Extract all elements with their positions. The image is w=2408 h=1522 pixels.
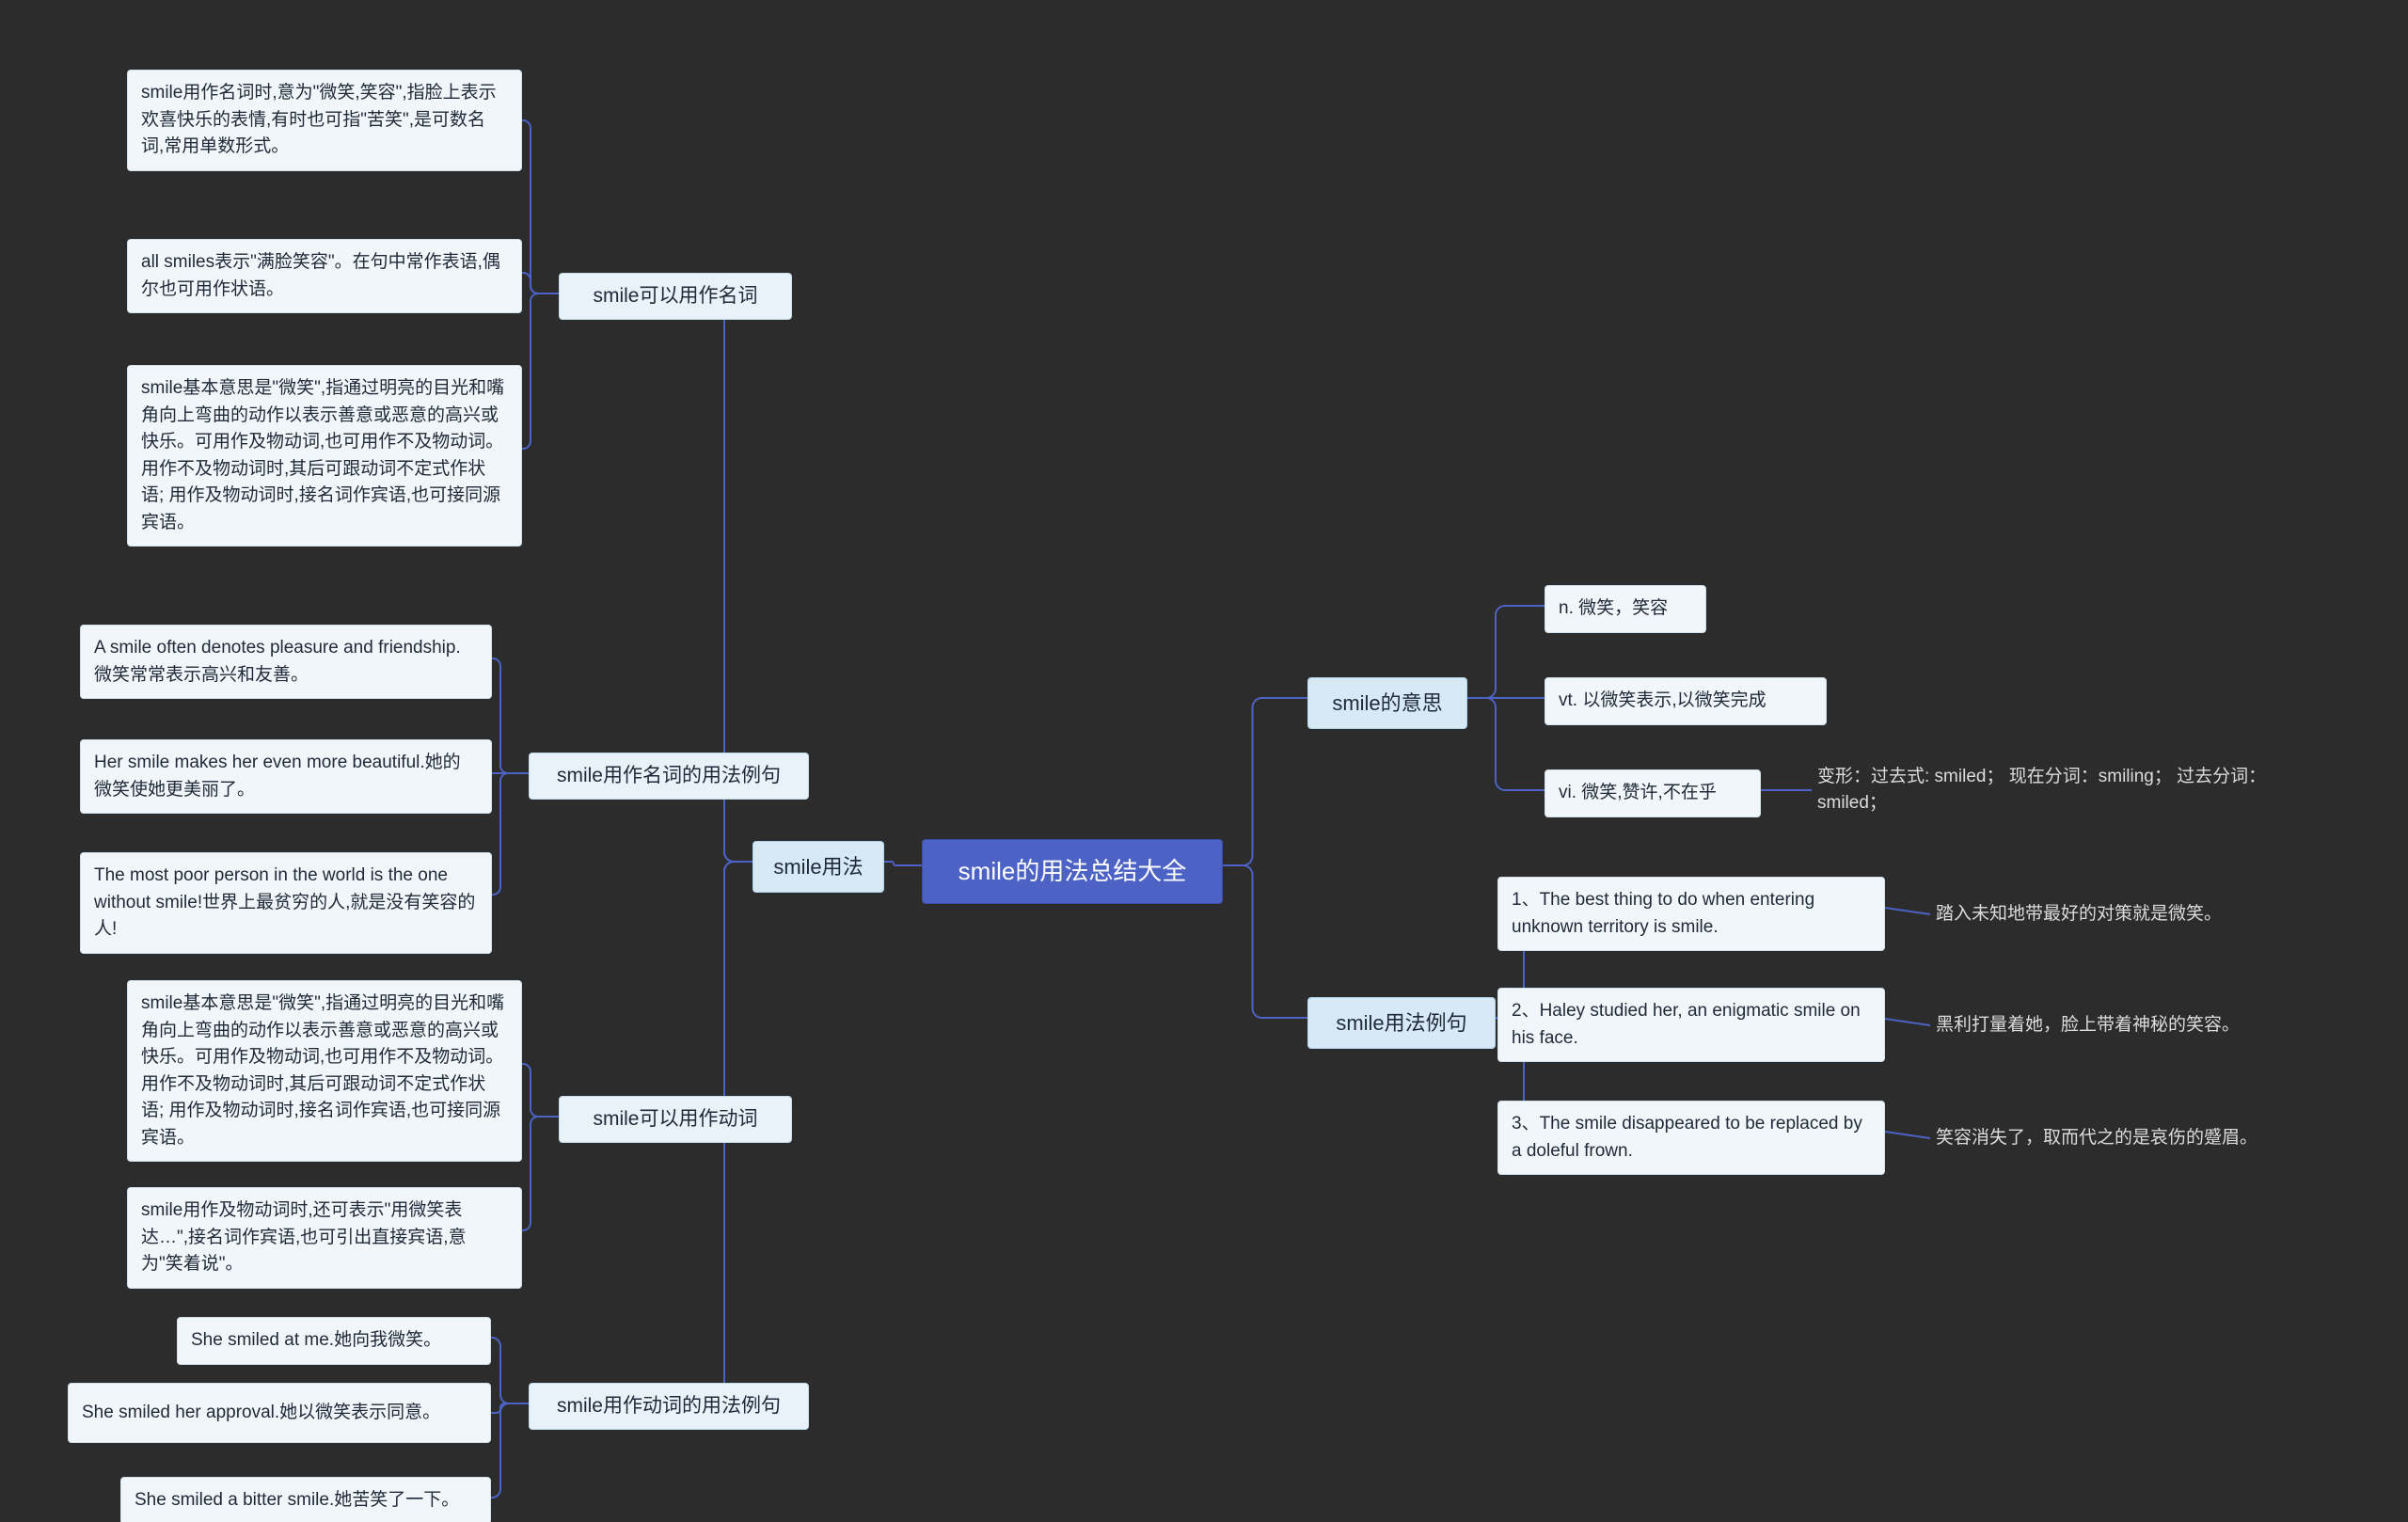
- mindmap-node-ex_l3: 3、The smile disappeared to be replaced b…: [1497, 1101, 1885, 1175]
- edge-root-l1_meaning: [1223, 698, 1307, 865]
- edge-ex_l1-ex_r1: [1885, 908, 1930, 914]
- edge-l1_meaning-mean3: [1467, 698, 1545, 790]
- mindmap-node-mean3: vi. 微笑,赞许,不在乎: [1545, 769, 1761, 817]
- edge-l2_noun-noun_leaf3: [522, 293, 559, 449]
- mindmap-node-verb_ex2: She smiled her approval.她以微笑表示同意。: [68, 1383, 491, 1443]
- edge-l2_noun_ex-noun_ex3: [492, 773, 529, 895]
- mindmap-node-noun_leaf2: all smiles表示"满脸笑容"。在句中常作表语,偶尔也可用作状语。: [127, 239, 522, 313]
- edge-l2_verb_ex-verb_ex1: [491, 1338, 529, 1403]
- mindmap-node-noun_ex1: A smile often denotes pleasure and frien…: [80, 625, 492, 699]
- mindmap-node-ex_l1: 1、The best thing to do when entering unk…: [1497, 877, 1885, 951]
- edge-l2_verb-verb_leaf2: [522, 1117, 559, 1230]
- mindmap-node-root: smile的用法总结大全: [922, 839, 1223, 904]
- mindmap-node-ex_r1: 踏入未知地带最好的对策就是微笑。: [1930, 894, 2269, 935]
- edge-l2_verb_ex-verb_ex3: [491, 1403, 529, 1498]
- edge-l2_noun_ex-noun_ex1: [492, 658, 529, 773]
- mindmap-node-mean1: n. 微笑，笑容: [1545, 585, 1706, 633]
- mindmap-node-noun_leaf1: smile用作名词时,意为"微笑,笑容",指脸上表示欢喜快乐的表情,有时也可指"…: [127, 70, 522, 171]
- mindmap-node-ex_r3: 笑容消失了，取而代之的是哀伤的蹙眉。: [1930, 1118, 2306, 1159]
- edge-root-l1_examples: [1223, 865, 1307, 1018]
- mindmap-node-l1_usage: smile用法: [752, 841, 884, 893]
- mindmap-node-l2_noun: smile可以用作名词: [559, 273, 792, 320]
- mindmap-node-verb_leaf2: smile用作及物动词时,还可表示"用微笑表达…",接名词作宾语,也可引出直接宾…: [127, 1187, 522, 1289]
- mindmap-node-mean3_tail: 变形：过去式: smiled； 现在分词：smiling； 过去分词：smile…: [1812, 760, 2282, 820]
- mindmap-node-l2_noun_ex: smile用作名词的用法例句: [529, 753, 809, 800]
- mindmap-node-ex_l2: 2、Haley studied her, an enigmatic smile …: [1497, 988, 1885, 1062]
- edge-root-l1_usage: [884, 862, 922, 865]
- mindmap-node-noun_ex2: Her smile makes her even more beautiful.…: [80, 739, 492, 814]
- edge-l1_meaning-mean1: [1467, 606, 1545, 698]
- mindmap-node-l2_verb: smile可以用作动词: [559, 1096, 792, 1143]
- edge-ex_l3-ex_r3: [1885, 1132, 1930, 1138]
- mindmap-node-mean2: vt. 以微笑表示,以微笑完成: [1545, 677, 1827, 725]
- mindmap-node-l1_examples: smile用法例句: [1307, 997, 1496, 1049]
- edge-l2_verb_ex-verb_ex2: [491, 1403, 529, 1413]
- mindmap-node-verb_leaf1: smile基本意思是"微笑",指通过明亮的目光和嘴角向上弯曲的动作以表示善意或恶…: [127, 980, 522, 1162]
- mindmap-node-noun_leaf3: smile基本意思是"微笑",指通过明亮的目光和嘴角向上弯曲的动作以表示善意或恶…: [127, 365, 522, 547]
- mindmap-node-l2_verb_ex: smile用作动词的用法例句: [529, 1383, 809, 1430]
- edge-l2_verb-verb_leaf1: [522, 1064, 559, 1117]
- edge-l2_noun-noun_leaf2: [522, 273, 559, 293]
- mindmap-node-verb_ex1: She smiled at me.她向我微笑。: [177, 1317, 491, 1365]
- mindmap-node-ex_r2: 黑利打量着她，脸上带着神秘的笑容。: [1930, 1005, 2288, 1046]
- mindmap-node-noun_ex3: The most poor person in the world is the…: [80, 852, 492, 954]
- mindmap-node-l1_meaning: smile的意思: [1307, 677, 1467, 729]
- edge-ex_l2-ex_r2: [1885, 1019, 1930, 1025]
- edge-l2_noun-noun_leaf1: [522, 120, 559, 293]
- mindmap-node-verb_ex3: She smiled a bitter smile.她苦笑了一下。: [120, 1477, 491, 1522]
- edge-l1_usage-l2_verb: [724, 862, 792, 1117]
